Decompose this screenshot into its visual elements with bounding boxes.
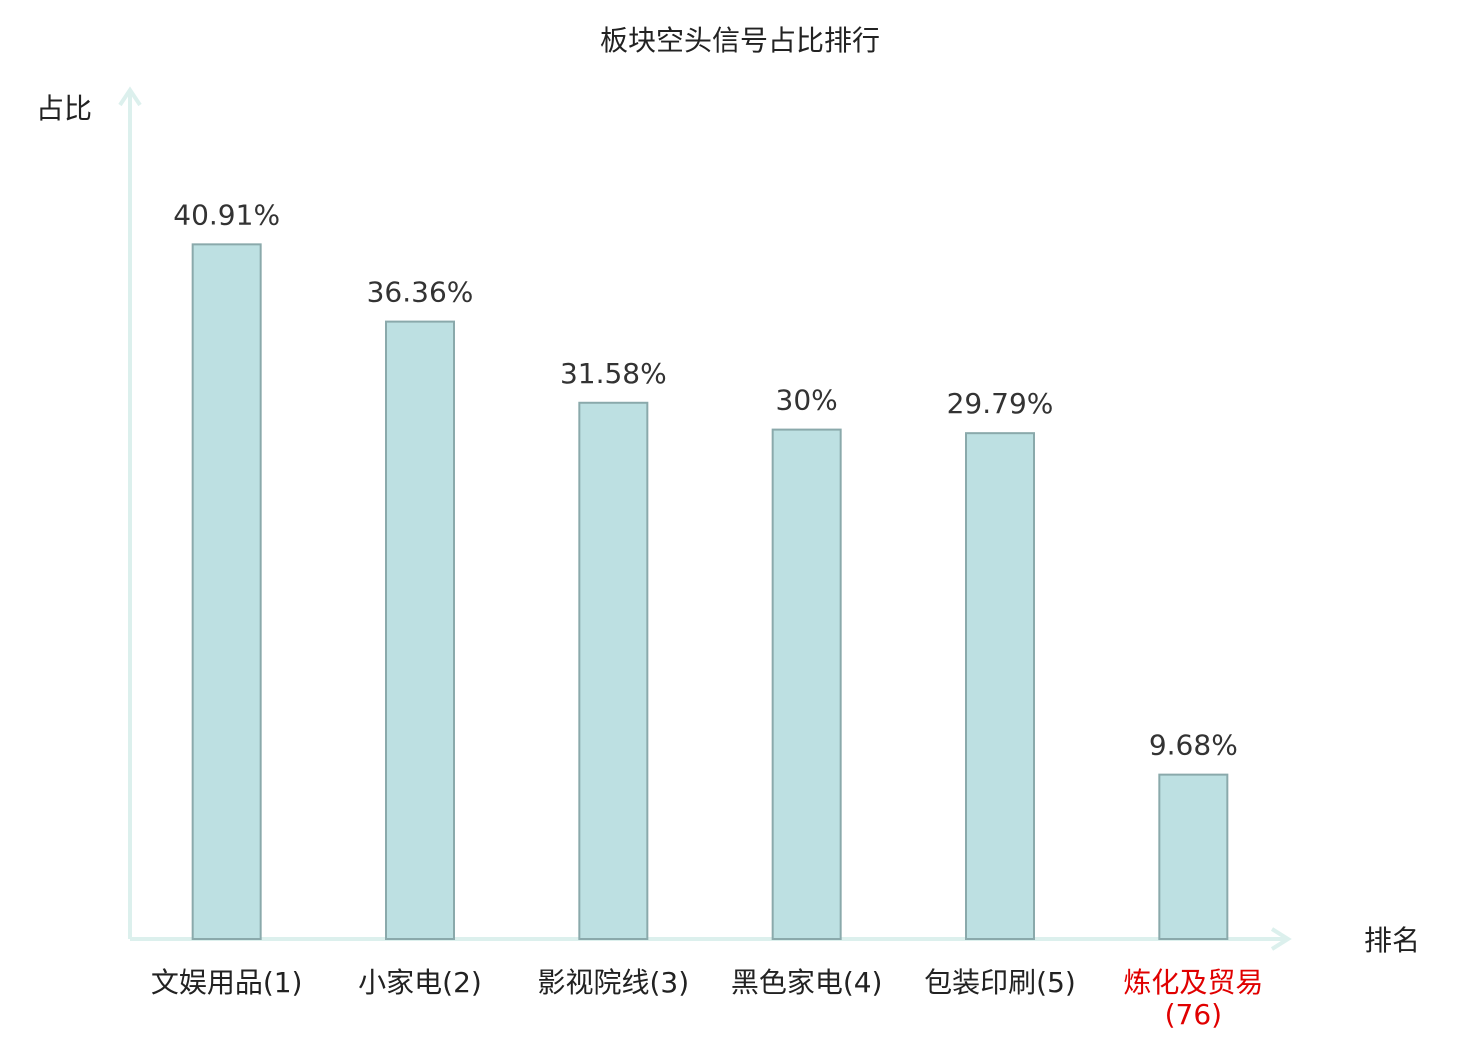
axes	[118, 86, 1292, 951]
value-label: 9.68%	[1149, 729, 1238, 762]
bar	[578, 401, 649, 940]
value-label: 40.91%	[173, 198, 280, 231]
chart-title: 板块空头信号占比排行	[600, 24, 880, 57]
x-axis-label: 排名	[1364, 924, 1420, 957]
y-axis-label: 占比	[36, 92, 92, 125]
x-tick-label: 炼化及贸易(76)	[1123, 966, 1264, 1031]
value-label: 30%	[776, 384, 838, 417]
bar	[385, 320, 455, 941]
value-label: 31.58%	[560, 357, 667, 390]
bar	[965, 432, 1035, 940]
x-tick-label: 影视院线(3)	[537, 966, 690, 999]
x-axis-arrow	[1270, 927, 1292, 951]
x-tick-label: 黑色家电(4)	[730, 966, 883, 999]
bar	[191, 243, 262, 940]
bar	[771, 428, 842, 940]
x-tick-label: 小家电(2)	[358, 966, 482, 999]
x-tick-label: 包装印刷(5)	[924, 966, 1076, 999]
y-axis-arrow	[118, 86, 142, 107]
bar	[1158, 773, 1229, 940]
value-label: 29.79%	[947, 387, 1054, 420]
value-label: 36.36%	[367, 276, 474, 309]
x-tick-label: 文娱用品(1)	[150, 966, 303, 999]
